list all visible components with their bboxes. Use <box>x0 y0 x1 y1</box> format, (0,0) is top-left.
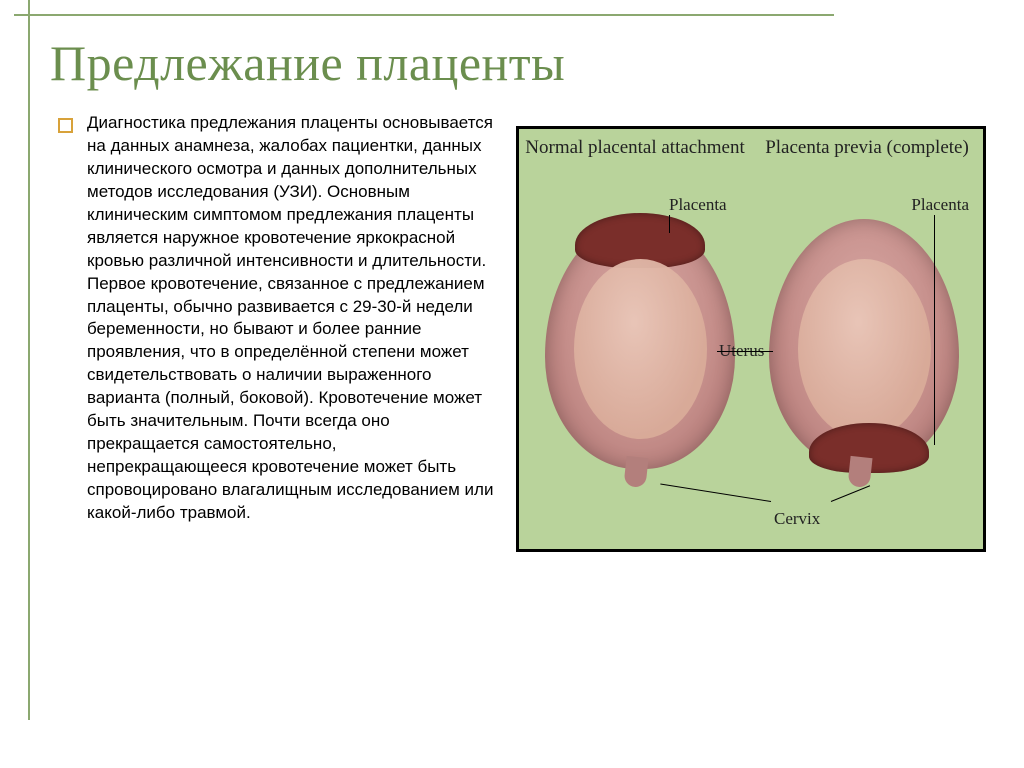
uterus-previa <box>769 219 959 469</box>
bullet-block: Диагностика предлежания плаценты основыв… <box>58 112 498 552</box>
slide: Предлежание плаценты Диагностика предлеж… <box>0 0 1024 768</box>
label-placenta-left: Placenta <box>669 195 727 215</box>
content-row: Диагностика предлежания плаценты основыв… <box>58 112 998 552</box>
figure-heading-normal: Normal placental attachment <box>519 137 751 159</box>
label-cervix: Cervix <box>774 509 820 529</box>
slide-title: Предлежание плаценты <box>50 34 565 92</box>
fetus-normal <box>574 259 707 439</box>
leader-placenta-right <box>934 215 935 445</box>
placenta-previa <box>809 423 929 473</box>
figure-heading-previa: Placenta previa (complete) <box>751 137 983 159</box>
decoration-top <box>14 0 834 16</box>
figure-col-normal: Normal placental attachment <box>519 137 751 159</box>
leader-placenta-left <box>669 215 670 233</box>
figure: Normal placental attachment Placenta pre… <box>516 126 986 552</box>
figure-frame: Normal placental attachment Placenta pre… <box>516 126 986 552</box>
uterus-normal <box>545 219 735 469</box>
body-text: Диагностика предлежания плаценты основыв… <box>87 112 498 525</box>
bullet-marker-icon <box>58 118 73 133</box>
fetus-previa <box>798 259 931 439</box>
label-placenta-right: Placenta <box>911 195 969 215</box>
medical-diagram: Normal placental attachment Placenta pre… <box>519 129 983 549</box>
leader-cervix-left <box>660 483 771 502</box>
figure-col-previa: Placenta previa (complete) <box>751 137 983 159</box>
leader-uterus <box>717 351 773 352</box>
leader-cervix-right <box>831 485 870 502</box>
decoration-left <box>14 0 30 720</box>
